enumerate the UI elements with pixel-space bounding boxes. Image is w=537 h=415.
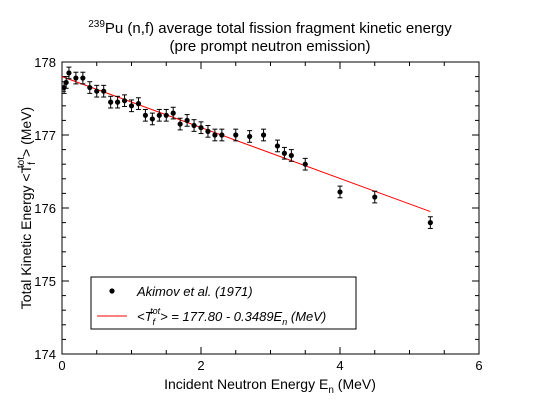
legend-box (90, 276, 357, 330)
data-point (73, 75, 79, 81)
data-point (135, 101, 142, 107)
data-points-layer (61, 66, 433, 229)
x-tick-label: 4 (336, 358, 343, 373)
x-axis-title: Incident Neutron Energy En (MeV) (164, 376, 376, 396)
legend-fit-rest: > = 177.80 - 0.3489E (160, 309, 282, 324)
chart-subtitle: (pre prompt neutron emission) (170, 38, 371, 55)
data-point (184, 117, 190, 123)
data-point (212, 132, 218, 138)
legend-fit-prefix: <T (137, 309, 154, 324)
x-tick-label: 2 (197, 358, 204, 373)
data-point (177, 121, 183, 127)
data-point (288, 152, 294, 159)
data-point (372, 194, 378, 200)
data-point (142, 112, 148, 118)
chart-title: 239Pu (n,f) average total fission fragme… (88, 19, 452, 37)
y-tick-labels: 174 175 176 177 178 (34, 55, 56, 362)
x-tick-label: 0 (58, 358, 65, 373)
x-axis-title-unit: (MeV) (334, 376, 376, 392)
x-tick-labels: 0 2 4 6 (58, 358, 482, 373)
data-point (170, 110, 176, 116)
data-point (156, 112, 162, 118)
y-axis-title-main: Total Kinetic Energy <T (18, 164, 34, 309)
data-point (219, 132, 225, 138)
data-point (337, 189, 343, 195)
title-mass-number: 239 (88, 19, 105, 30)
data-point (274, 143, 281, 149)
data-point (94, 88, 100, 94)
data-point (66, 70, 72, 76)
legend-fit-sub: f (153, 317, 157, 327)
data-point (163, 112, 169, 118)
legend-fit-sup: tot (150, 306, 161, 316)
data-point (247, 133, 253, 140)
legend: Akimov et al. (1971) <Tftot> = 177.80 - … (90, 276, 357, 330)
x-axis-title-main: Incident Neutron Energy E (164, 376, 328, 392)
y-axis-title-sub: f (27, 162, 38, 165)
y-axis-title-sup: tot (16, 157, 27, 168)
data-point (149, 116, 155, 122)
data-point (281, 150, 287, 156)
data-point (427, 220, 433, 226)
data-point (115, 99, 121, 105)
y-tick-label: 174 (34, 347, 56, 362)
data-point (63, 79, 69, 86)
legend-fit-rest-sub: n (282, 317, 287, 327)
legend-label-fit: <Tftot> = 177.80 - 0.3489En (MeV) (137, 306, 326, 327)
axis-ticks (61, 61, 480, 355)
data-point (108, 99, 114, 105)
data-point (101, 88, 107, 94)
data-point (121, 98, 128, 104)
y-tick-label: 178 (34, 55, 56, 70)
data-point (233, 132, 239, 138)
data-point (87, 84, 93, 91)
y-tick-label: 175 (34, 274, 56, 289)
y-axis-title-unit: > (MeV) (18, 107, 34, 157)
x-tick-label: 6 (475, 358, 482, 373)
data-point (191, 122, 197, 129)
data-point (198, 125, 204, 131)
data-point (260, 132, 267, 138)
data-point (128, 103, 135, 109)
legend-marker-points (109, 288, 115, 294)
y-axis-title: Total Kinetic Energy <Tftot> (MeV) (16, 107, 38, 309)
data-point (205, 128, 211, 134)
title-line1-text: Pu (n,f) average total fission fragment … (105, 20, 452, 37)
legend-label-points: Akimov et al. (1971) (136, 284, 253, 299)
y-tick-label: 177 (34, 128, 56, 143)
legend-fit-unit: (MeV) (287, 309, 326, 324)
data-point (61, 84, 67, 91)
y-tick-label: 176 (34, 201, 56, 216)
data-point (302, 161, 308, 167)
x-axis-title-sub: n (328, 385, 334, 396)
data-point (80, 75, 86, 81)
